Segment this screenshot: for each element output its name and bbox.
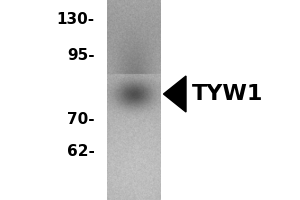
Text: 130-: 130-	[56, 12, 94, 27]
Text: 70-: 70-	[67, 112, 94, 128]
Text: 62-: 62-	[67, 144, 94, 160]
Polygon shape	[164, 76, 186, 112]
Text: TYW1: TYW1	[192, 84, 263, 104]
Text: 95-: 95-	[67, 48, 94, 64]
